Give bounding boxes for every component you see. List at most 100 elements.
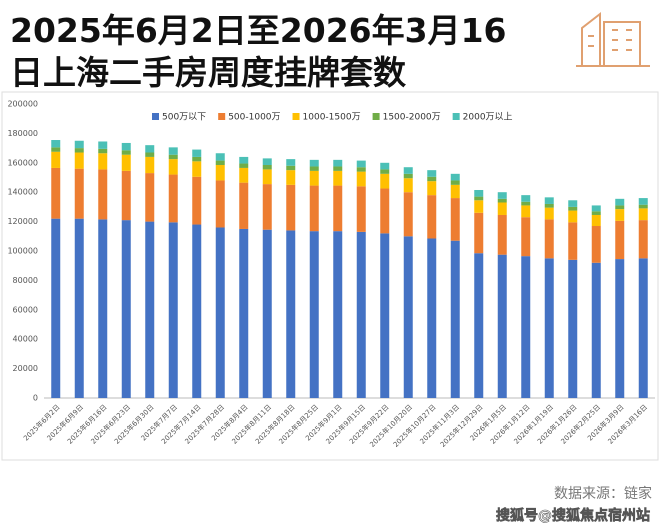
bar-segment xyxy=(168,159,178,175)
y-tick-label: 80000 xyxy=(13,276,38,285)
bar-segment xyxy=(591,226,601,263)
bar-segment xyxy=(239,156,249,164)
y-tick-label: 100000 xyxy=(7,247,38,256)
bar-segment xyxy=(215,180,225,228)
bar-segment xyxy=(309,170,319,186)
bar-segment xyxy=(615,209,625,221)
bar-segment xyxy=(638,220,648,259)
bar-segment xyxy=(474,189,484,197)
bar-segment xyxy=(356,171,366,187)
y-tick-label: 180000 xyxy=(7,129,38,138)
bar-segment xyxy=(474,196,484,201)
bar-segment xyxy=(544,219,554,259)
bar-segment xyxy=(497,202,507,215)
legend-label: 500-1000万 xyxy=(228,113,280,123)
x-tick-label: 2025年6月23日 xyxy=(89,402,132,445)
x-tick-label: 2026年1月12日 xyxy=(488,402,531,445)
x-tick-label: 2025年12月29日 xyxy=(438,402,484,448)
legend-swatch xyxy=(218,113,226,120)
bar-segment xyxy=(615,259,625,398)
bar-segment xyxy=(638,204,648,209)
bar-segment xyxy=(497,192,507,199)
y-tick-label: 200000 xyxy=(7,100,38,109)
bar-segment xyxy=(286,165,296,171)
bar-segment xyxy=(145,173,155,222)
bar-segment xyxy=(333,231,343,398)
bar-segment xyxy=(309,185,319,232)
chart-title: 日上海二手房周度挂牌套数 xyxy=(10,53,407,92)
bar-segment xyxy=(168,147,178,155)
bar-segment xyxy=(215,165,225,181)
x-tick-label: 2025年9月22日 xyxy=(347,402,390,445)
bar-segment xyxy=(544,258,554,398)
bar-segment xyxy=(262,169,272,185)
x-tick-label: 2025年6月16日 xyxy=(65,402,108,445)
bar-segment xyxy=(521,195,531,202)
bar-segment xyxy=(591,214,601,227)
bar-segment xyxy=(380,173,390,189)
x-tick-label: 2025年6月30日 xyxy=(112,402,155,445)
x-tick-label: 2025年10月27日 xyxy=(391,402,437,448)
legend-label: 1000-1500万 xyxy=(303,113,361,123)
bar-segment xyxy=(568,222,578,260)
bar-segment xyxy=(521,201,531,206)
bar-segment xyxy=(333,185,343,232)
x-tick-label: 2025年8月25日 xyxy=(277,402,320,445)
bar-segment xyxy=(145,145,155,153)
bar-segment xyxy=(192,156,202,162)
bar-segment xyxy=(192,149,202,157)
bar-segment xyxy=(121,220,131,398)
bar-segment xyxy=(521,217,531,257)
bar-segment xyxy=(356,186,366,232)
bar-segment xyxy=(591,262,601,398)
bar-segment xyxy=(309,231,319,398)
bar-segment xyxy=(145,156,155,174)
bar-segment xyxy=(215,160,225,166)
bar-segment xyxy=(403,178,413,193)
bar-segment xyxy=(239,228,249,398)
bar-segment xyxy=(403,192,413,237)
bar-segment xyxy=(427,238,437,398)
y-tick-label: 120000 xyxy=(7,217,38,226)
bar-segment xyxy=(262,158,272,166)
bar-segment xyxy=(568,259,578,398)
bar-segment xyxy=(450,198,460,241)
bar-segment xyxy=(450,180,460,185)
x-tick-label: 2025年11月3日 xyxy=(418,402,461,445)
bar-segment xyxy=(521,256,531,398)
bar-segment xyxy=(192,161,202,177)
legend-swatch xyxy=(292,113,300,120)
bar-segment xyxy=(403,236,413,398)
x-tick-label: 2026年2月25日 xyxy=(559,402,602,445)
legend-label: 2000万以上 xyxy=(463,112,513,123)
bar-segment xyxy=(333,170,343,186)
x-tick-label: 2025年7月28日 xyxy=(183,402,226,445)
bar-segment xyxy=(145,221,155,398)
bar-segment xyxy=(356,160,366,168)
bar-segment xyxy=(427,176,437,182)
bar-segment xyxy=(121,170,131,221)
bar-segment xyxy=(192,224,202,398)
bar-segment xyxy=(380,188,390,234)
bar-segment xyxy=(568,200,578,207)
y-tick-label: 20000 xyxy=(13,364,38,373)
bar-segment xyxy=(121,150,131,155)
bar-segment xyxy=(74,218,84,398)
bar-segment xyxy=(474,200,484,213)
bar-segment xyxy=(74,140,84,149)
y-tick-label: 0 xyxy=(33,394,38,403)
bar-segment xyxy=(262,229,272,398)
bar-segment xyxy=(309,166,319,171)
bar-segment xyxy=(168,174,178,223)
bar-segment xyxy=(380,162,390,170)
bar-segment xyxy=(121,142,131,151)
bar-segment xyxy=(568,210,578,223)
bar-segment xyxy=(497,254,507,398)
bar-segment xyxy=(262,184,272,230)
legend-swatch xyxy=(372,113,380,120)
bar-segment xyxy=(168,154,178,160)
chart-title: 2025年6月2日至2026年3月16 xyxy=(10,11,507,50)
bar-segment xyxy=(192,176,202,225)
bar-segment xyxy=(638,258,648,398)
bar-segment xyxy=(309,159,319,167)
